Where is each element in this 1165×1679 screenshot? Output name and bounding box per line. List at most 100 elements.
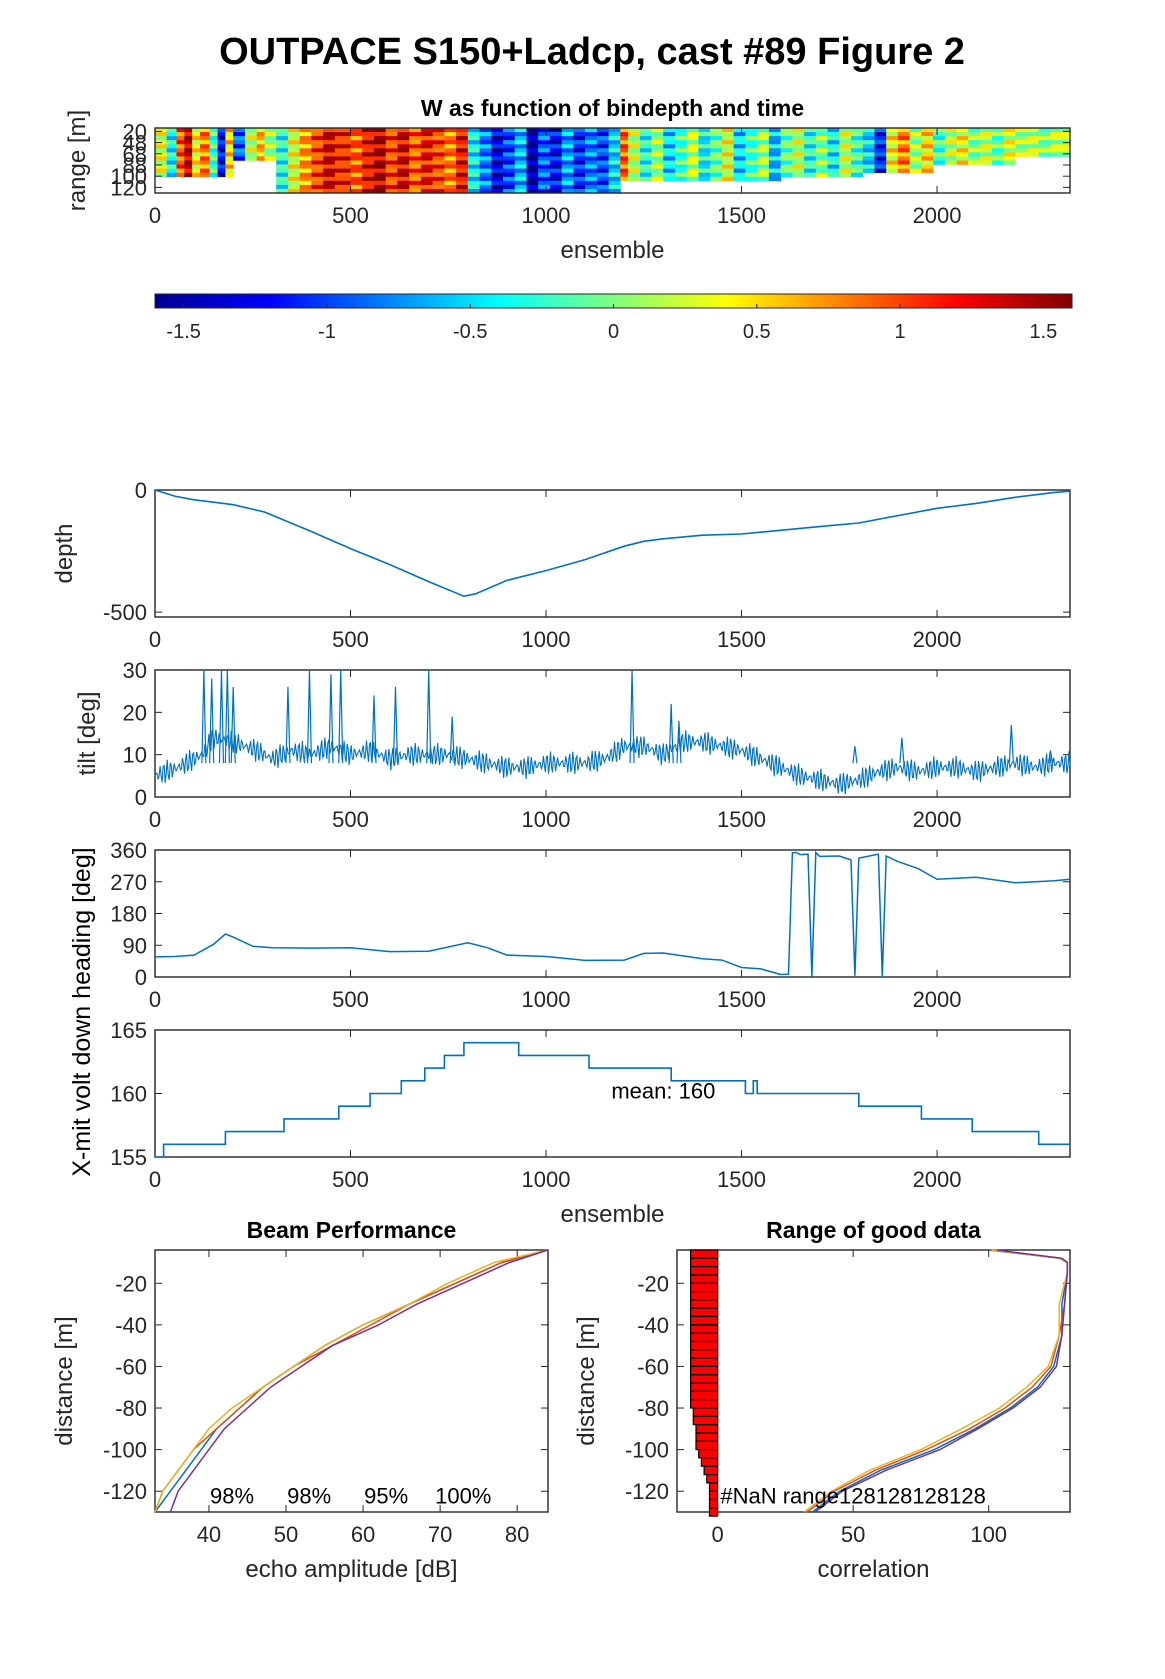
- w-cell: [710, 160, 723, 165]
- w-cell: [585, 152, 598, 157]
- w-cell: [444, 156, 457, 161]
- w-cell: [745, 160, 758, 165]
- range-xlabel: correlation: [817, 1556, 929, 1583]
- w-cell: [444, 184, 457, 190]
- w-cell: [256, 152, 265, 157]
- w-cell: [561, 148, 574, 153]
- w-cell: [479, 172, 492, 178]
- w-cell: [385, 180, 398, 186]
- w-cell: [444, 176, 457, 182]
- w-cell: [374, 164, 387, 169]
- nan-bar: [708, 1490, 719, 1501]
- w-xtick-label: 1000: [522, 203, 571, 228]
- w-ytick-label: 48: [123, 131, 147, 156]
- w-cell: [491, 140, 504, 145]
- w-cell: [397, 160, 410, 165]
- heading-panel: 0 500 1000 1500 2000 0 90 180 270 360: [110, 838, 1071, 1012]
- w-cell: [155, 132, 168, 137]
- w-cell: [350, 184, 363, 190]
- w-cell: [980, 160, 993, 165]
- w-cell: [397, 132, 410, 137]
- w-cell: [757, 176, 770, 182]
- tilt-spike: [1008, 725, 1014, 764]
- w-cell: [166, 148, 177, 153]
- w-cell: [264, 140, 277, 145]
- w-cell: [897, 156, 911, 161]
- w-cell: [620, 176, 629, 182]
- w-cell: [815, 164, 828, 169]
- w-cell: [862, 156, 875, 161]
- w-cell: [608, 128, 621, 133]
- w-cell: [397, 152, 410, 157]
- w-cell: [815, 156, 828, 161]
- w-cell: [409, 168, 422, 173]
- w-cell: [956, 128, 969, 133]
- w-cell: [456, 152, 469, 157]
- w-cell: [432, 128, 445, 133]
- w-cell: [608, 140, 621, 145]
- w-cell: [1050, 148, 1071, 153]
- w-cell: [780, 152, 793, 157]
- w-cell: [217, 144, 226, 149]
- w-cell: [921, 168, 934, 173]
- w-cell: [514, 180, 527, 186]
- w-cell: [862, 144, 875, 149]
- w-cell: [944, 148, 958, 153]
- w-cell: [768, 164, 782, 169]
- w-cell: [350, 156, 363, 161]
- beam-xtick-label: 40: [197, 1522, 221, 1547]
- w-cell: [323, 144, 336, 149]
- w-cell: [851, 140, 864, 145]
- w-cell: [815, 160, 828, 165]
- w-cell: [166, 132, 177, 137]
- w-cell: [710, 148, 723, 153]
- w-cell: [225, 148, 234, 153]
- w-cell: [827, 132, 840, 137]
- w-cell: [264, 144, 277, 149]
- w-cell: [686, 164, 699, 169]
- w-cell: [620, 128, 629, 133]
- w-cell: [651, 164, 664, 169]
- w-cell: [491, 152, 504, 157]
- w-cell: [686, 140, 699, 145]
- w-cell: [980, 144, 993, 149]
- colorbar-tick-label: -1: [318, 321, 336, 343]
- w-cell: [503, 168, 516, 173]
- w-cell: [276, 152, 289, 157]
- w-cell: [514, 160, 527, 165]
- w-cell: [323, 160, 336, 165]
- w-cell: [804, 172, 817, 178]
- w-cell: [456, 180, 469, 186]
- w-cell: [710, 164, 723, 169]
- w-cell: [804, 136, 817, 141]
- w-cell: [456, 148, 469, 153]
- tilt-ytick-label: 10: [123, 743, 147, 768]
- w-cell: [1003, 140, 1016, 145]
- w-cell: [897, 148, 911, 153]
- w-cell: [184, 148, 193, 153]
- w-cell: [362, 156, 375, 161]
- w-cell: [311, 136, 324, 141]
- range-series-line: [812, 1249, 1069, 1513]
- w-cell: [991, 136, 1004, 141]
- w-cell: [385, 128, 398, 133]
- w-ytick-label: 68: [123, 142, 147, 167]
- w-cell: [538, 180, 551, 186]
- w-cell: [757, 168, 770, 173]
- w-cell: [933, 144, 946, 149]
- w-cell: [1027, 132, 1040, 137]
- w-cell: [968, 160, 981, 165]
- w-cell: [686, 168, 699, 173]
- w-cell: [233, 132, 246, 137]
- tilt-spike: [209, 678, 215, 764]
- w-cell: [675, 160, 688, 165]
- w-cell: [921, 128, 934, 133]
- w-cell: [526, 184, 539, 190]
- tilt-xtick-label: 1000: [522, 807, 571, 832]
- w-cell: [757, 164, 770, 169]
- w-cell: [155, 164, 168, 169]
- w-cell: [1038, 132, 1051, 137]
- w-cell: [514, 172, 527, 178]
- w-cell: [757, 152, 770, 157]
